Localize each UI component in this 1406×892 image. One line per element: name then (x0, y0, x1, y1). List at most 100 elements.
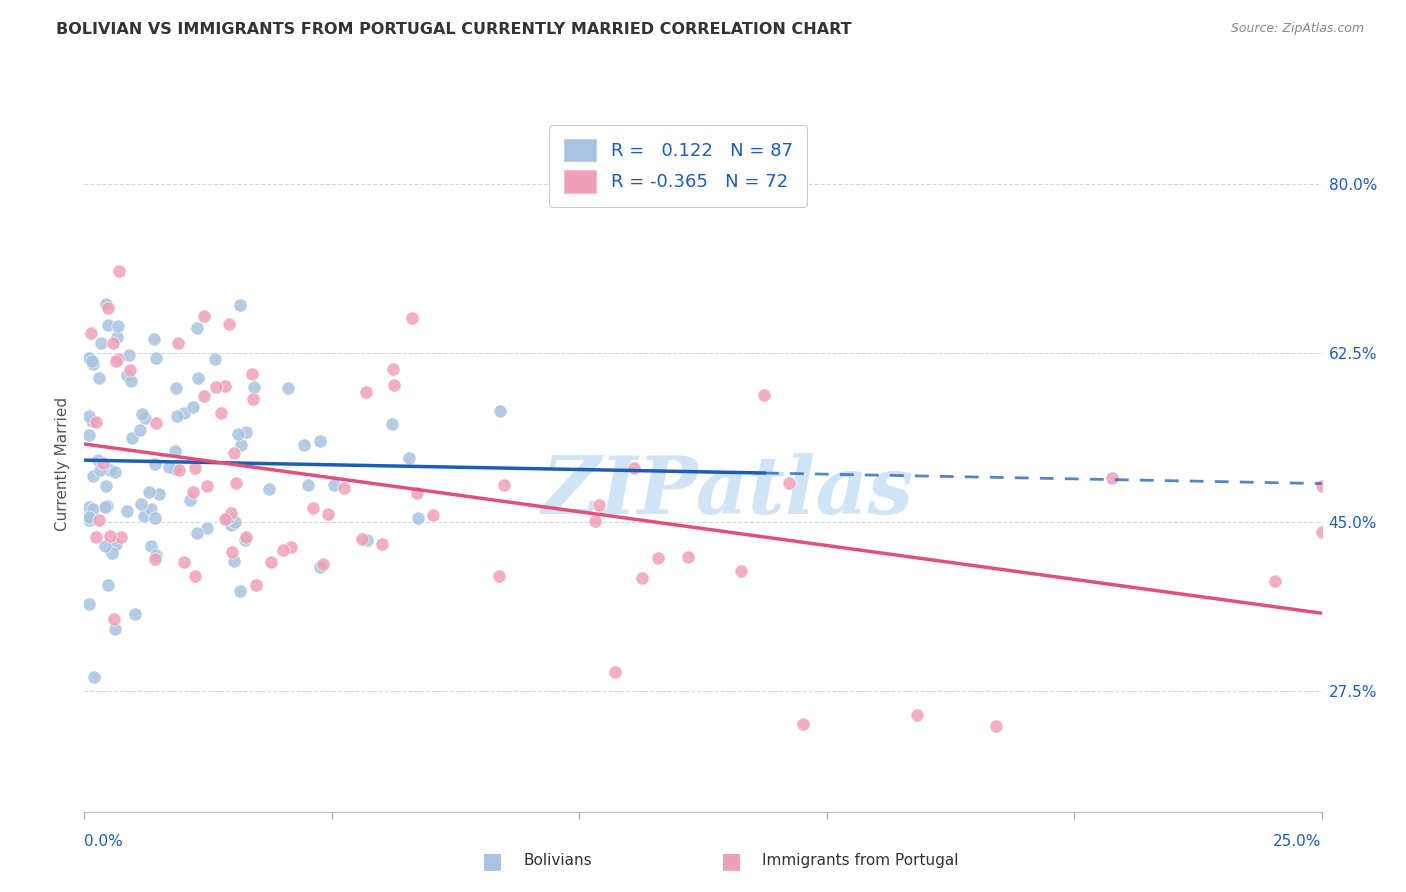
Point (90, 336, 112, 351)
Point (94, 297, 117, 311)
Point (84, 530, 107, 544)
Point (179, 493, 201, 508)
Point (381, 417, 404, 432)
Point (87, 453, 110, 467)
Point (79, 351, 101, 365)
Legend: R =   0.122   N = 87, R = -0.365   N = 72: R = 0.122 N = 87, R = -0.365 N = 72 (550, 125, 807, 207)
Point (752, 388, 775, 402)
Point (87, 513, 110, 527)
Point (271, 542, 294, 557)
Point (132, 508, 155, 523)
Point (94, 479, 117, 493)
Point (224, 515, 246, 529)
Point (138, 485, 160, 500)
Point (79, 427, 101, 442)
Point (145, 552, 167, 566)
Point (121, 431, 143, 445)
Point (103, 612, 125, 626)
Point (129, 497, 152, 511)
Point (89, 371, 111, 385)
Point (187, 371, 209, 385)
Point (184, 569, 207, 583)
Point (80, 326, 103, 340)
Point (173, 406, 195, 420)
Point (129, 423, 152, 437)
Point (79, 509, 101, 524)
Point (139, 539, 162, 553)
Point (905, 708, 928, 723)
Point (228, 427, 250, 442)
Point (94, 540, 117, 554)
Point (221, 545, 243, 559)
Point (103, 335, 125, 350)
Point (157, 459, 180, 474)
Point (98, 529, 121, 543)
Point (167, 463, 190, 477)
Point (105, 329, 128, 343)
Point (778, 475, 800, 490)
Point (316, 508, 339, 522)
Point (302, 500, 325, 515)
Point (222, 445, 245, 459)
Point (352, 532, 374, 546)
Point (214, 378, 236, 392)
Point (124, 607, 146, 621)
Point (217, 511, 239, 525)
Point (221, 518, 243, 533)
Point (165, 444, 187, 458)
Point (83, 670, 105, 684)
Point (96, 500, 118, 514)
Point (408, 510, 430, 524)
Point (243, 380, 266, 394)
Point (166, 409, 188, 424)
Point (242, 392, 264, 406)
Point (231, 438, 253, 452)
Point (145, 416, 167, 430)
Point (623, 461, 645, 475)
Point (104, 537, 127, 551)
Point (205, 379, 228, 393)
Point (195, 479, 218, 493)
Text: ■: ■ (482, 851, 502, 871)
Point (583, 514, 606, 528)
Point (730, 564, 752, 578)
Point (259, 482, 281, 496)
Point (97, 318, 120, 333)
Point (219, 507, 242, 521)
Point (80, 353, 103, 368)
Point (204, 351, 226, 366)
Y-axis label: Currently Married: Currently Married (55, 397, 70, 531)
Point (294, 438, 316, 452)
Point (398, 451, 420, 466)
Point (80, 414, 103, 428)
Point (82, 357, 104, 371)
Text: Bolivians: Bolivians (523, 854, 592, 868)
Point (1310, 524, 1333, 539)
Point (218, 318, 240, 332)
Point (100, 546, 122, 560)
Point (145, 511, 167, 525)
Point (588, 498, 610, 512)
Point (82, 469, 104, 483)
Point (492, 477, 515, 491)
Point (181, 484, 204, 499)
Point (297, 478, 319, 492)
Text: 0.0%: 0.0% (84, 834, 124, 849)
Point (110, 530, 132, 544)
Point (332, 481, 354, 495)
Text: BOLIVIAN VS IMMIGRANTS FROM PORTUGAL CURRENTLY MARRIED CORRELATION CHART: BOLIVIAN VS IMMIGRANTS FROM PORTUGAL CUR… (56, 22, 852, 37)
Point (401, 311, 423, 326)
Point (115, 503, 138, 517)
Text: 25.0%: 25.0% (1274, 834, 1322, 849)
Point (193, 309, 215, 323)
Point (79, 598, 101, 612)
Point (186, 526, 208, 541)
Point (984, 719, 1007, 733)
Text: Source: ZipAtlas.com: Source: ZipAtlas.com (1230, 22, 1364, 36)
Point (145, 351, 167, 365)
Point (312, 557, 335, 571)
Point (165, 381, 187, 395)
Point (235, 425, 257, 440)
Point (222, 554, 245, 568)
Point (173, 555, 195, 569)
